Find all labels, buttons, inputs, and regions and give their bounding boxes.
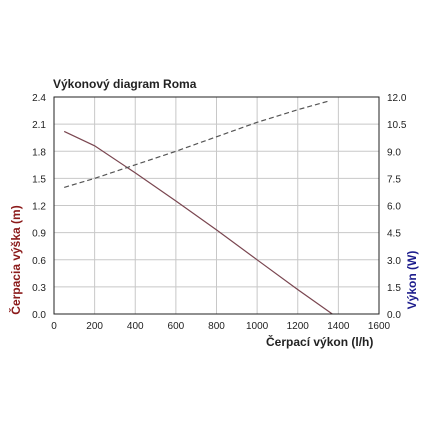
x-tick-label: 1600 (368, 321, 391, 332)
y-left-tick-label: 0.0 (32, 310, 46, 321)
x-tick-label: 600 (168, 321, 185, 332)
x-tick-label: 1400 (327, 321, 350, 332)
y-left-tick-label: 1.8 (32, 147, 46, 158)
series-line-power (64, 100, 331, 188)
y-right-tick-label: 4.5 (387, 229, 401, 240)
y-left-tick-label: 1.5 (32, 174, 46, 185)
series-group (63, 100, 333, 315)
y-right-tick-label: 7.5 (387, 174, 401, 185)
y-right-tick-label: 10.5 (387, 120, 407, 131)
series-line-head (63, 130, 333, 315)
y-left-tick-label: 2.1 (32, 120, 46, 131)
x-tick-label: 0 (51, 321, 57, 332)
y-left-tick-label: 1.2 (32, 202, 46, 213)
y-axis-left-label: Čerpacia výška (m) (8, 205, 23, 314)
x-tick-label: 200 (86, 321, 103, 332)
grid (54, 97, 379, 314)
y-right-tick-label: 3.0 (387, 256, 401, 267)
y-left-tick-label: 0.6 (32, 256, 46, 267)
y-right-tick-label: 9.0 (387, 147, 401, 158)
x-tick-label: 800 (208, 321, 225, 332)
chart-title: Výkonový diagram Roma (53, 77, 197, 91)
x-axis-label: Čerpací výkon (l/h) (266, 334, 373, 349)
y-right-tick-label: 12.0 (387, 93, 407, 104)
y-left-tick-label: 0.9 (32, 229, 46, 240)
y-right-tick-label: 6.0 (387, 202, 401, 213)
y-right-tick-label: 1.5 (387, 283, 401, 294)
x-tick-label: 1200 (287, 321, 310, 332)
y-right-tick-label: 0.0 (387, 310, 401, 321)
plot-frame (53, 96, 380, 315)
y-axis-right-label: Výkon (W) (405, 251, 419, 310)
x-tick-label: 1000 (246, 321, 269, 332)
x-tick-label: 400 (127, 321, 144, 332)
y-left-tick-label: 2.4 (32, 93, 46, 104)
y-left-tick-label: 0.3 (32, 283, 46, 294)
